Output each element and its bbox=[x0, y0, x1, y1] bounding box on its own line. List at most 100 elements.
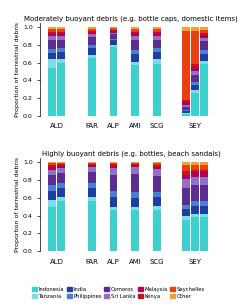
Bar bbox=[57, 202, 65, 251]
Bar bbox=[182, 188, 190, 205]
Bar bbox=[48, 200, 56, 207]
Bar bbox=[200, 172, 208, 177]
Bar bbox=[48, 207, 56, 251]
Bar bbox=[182, 114, 190, 116]
Bar bbox=[153, 169, 161, 176]
Bar bbox=[153, 197, 161, 206]
Bar bbox=[88, 188, 96, 197]
Bar bbox=[48, 191, 56, 200]
Bar bbox=[110, 39, 117, 40]
Bar bbox=[153, 163, 161, 165]
Bar bbox=[110, 34, 117, 39]
Bar bbox=[110, 47, 117, 116]
Bar bbox=[132, 164, 139, 165]
Bar bbox=[191, 85, 199, 90]
Bar bbox=[153, 36, 161, 40]
Bar bbox=[191, 90, 199, 93]
Bar bbox=[200, 202, 208, 206]
Bar bbox=[153, 48, 161, 52]
Bar bbox=[153, 64, 161, 116]
Bar bbox=[182, 171, 190, 175]
Bar bbox=[88, 31, 96, 33]
Bar bbox=[132, 192, 139, 198]
Bar bbox=[57, 48, 65, 52]
Bar bbox=[191, 177, 199, 185]
Bar bbox=[132, 165, 139, 167]
Bar bbox=[57, 188, 65, 197]
Bar bbox=[182, 205, 190, 209]
Bar bbox=[132, 163, 139, 164]
Bar bbox=[88, 167, 96, 172]
Bar bbox=[153, 210, 161, 251]
Bar bbox=[191, 93, 199, 116]
Bar bbox=[110, 210, 117, 251]
Bar bbox=[191, 170, 199, 172]
Bar bbox=[110, 197, 117, 207]
Bar bbox=[110, 27, 117, 28]
Bar bbox=[57, 162, 65, 163]
Bar bbox=[57, 27, 65, 29]
Bar bbox=[153, 29, 161, 32]
Bar bbox=[88, 27, 96, 29]
Bar bbox=[132, 27, 139, 29]
Bar bbox=[200, 177, 208, 185]
Bar bbox=[182, 110, 190, 111]
Bar bbox=[57, 164, 65, 166]
Bar bbox=[182, 175, 190, 179]
Bar bbox=[191, 64, 199, 67]
Bar bbox=[182, 102, 190, 105]
Bar bbox=[132, 29, 139, 32]
Bar bbox=[88, 58, 96, 116]
Bar bbox=[88, 48, 96, 55]
Bar bbox=[57, 166, 65, 168]
Bar bbox=[200, 38, 208, 41]
Bar bbox=[132, 210, 139, 251]
Bar bbox=[182, 111, 190, 113]
Bar bbox=[182, 220, 190, 251]
Bar bbox=[191, 67, 199, 71]
Bar bbox=[48, 49, 56, 53]
Bar bbox=[200, 27, 208, 30]
Bar bbox=[182, 31, 190, 100]
Bar bbox=[182, 100, 190, 102]
Bar bbox=[153, 52, 161, 59]
Legend: Indonesia, Tanzania, India, Philippines, Comoros, Sri Lanka, Malaysia, Kenya, Se: Indonesia, Tanzania, India, Philippines,… bbox=[30, 285, 207, 301]
Bar bbox=[191, 75, 199, 82]
Bar bbox=[200, 170, 208, 172]
Bar bbox=[182, 179, 190, 188]
Bar bbox=[182, 27, 190, 31]
Bar bbox=[48, 68, 56, 116]
Bar bbox=[153, 32, 161, 33]
Bar bbox=[182, 216, 190, 220]
Bar bbox=[200, 206, 208, 214]
Bar bbox=[110, 40, 117, 45]
Bar bbox=[48, 170, 56, 175]
Bar bbox=[182, 162, 190, 165]
Bar bbox=[153, 206, 161, 210]
Bar bbox=[200, 30, 208, 33]
Bar bbox=[88, 183, 96, 188]
Bar bbox=[191, 82, 199, 85]
Bar bbox=[110, 163, 117, 164]
Bar bbox=[182, 107, 190, 110]
Bar bbox=[88, 29, 96, 31]
Bar bbox=[110, 168, 117, 175]
Bar bbox=[110, 166, 117, 168]
Bar bbox=[57, 168, 65, 173]
Bar bbox=[132, 65, 139, 116]
Bar bbox=[48, 162, 56, 163]
Bar bbox=[88, 162, 96, 163]
Bar bbox=[88, 201, 96, 251]
Bar bbox=[191, 206, 199, 214]
Bar bbox=[88, 34, 96, 37]
Bar bbox=[57, 59, 65, 63]
Bar bbox=[191, 214, 199, 217]
Bar bbox=[153, 40, 161, 48]
Bar bbox=[182, 113, 190, 114]
Bar bbox=[191, 202, 199, 206]
Bar bbox=[48, 167, 56, 170]
Bar bbox=[48, 175, 56, 185]
Bar bbox=[88, 55, 96, 58]
Bar bbox=[57, 163, 65, 164]
Bar bbox=[48, 36, 56, 40]
